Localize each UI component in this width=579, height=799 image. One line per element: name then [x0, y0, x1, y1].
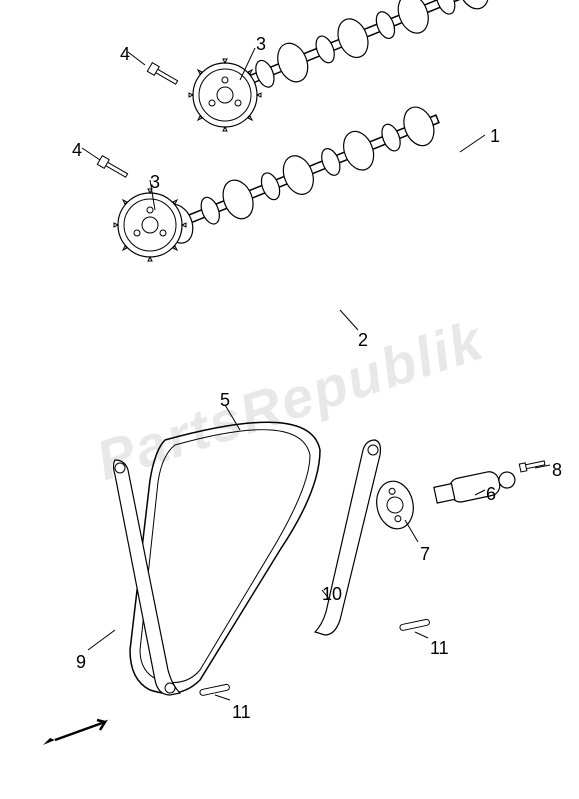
bolt-8	[519, 459, 545, 472]
diagram-svg	[0, 0, 579, 799]
callout-label-4: 4	[120, 44, 130, 65]
pin-11b	[399, 619, 430, 631]
diagram-container: PartsRepublik	[0, 0, 579, 799]
guide-9	[114, 460, 181, 695]
callout-label-1: 1	[490, 126, 500, 147]
bolt-4a	[147, 63, 179, 87]
guide-10	[315, 440, 380, 635]
callout-label-5: 5	[220, 390, 230, 411]
direction-arrow	[43, 720, 105, 745]
callout-label-6: 6	[486, 484, 496, 505]
callout-label-3: 3	[150, 172, 160, 193]
callout-label-3: 3	[256, 34, 266, 55]
tensioner-6	[433, 467, 517, 507]
callout-label-2: 2	[358, 330, 368, 351]
callout-label-8: 8	[552, 460, 562, 481]
sprocket-3b	[114, 189, 186, 261]
callout-label-11: 11	[232, 702, 251, 723]
callout-label-4: 4	[72, 140, 82, 161]
camshaft-2	[143, 100, 445, 253]
gasket-7	[372, 478, 417, 532]
sprocket-3a	[189, 59, 261, 131]
bolt-4b	[97, 156, 129, 180]
callout-label-7: 7	[420, 544, 430, 565]
callout-label-11: 11	[430, 638, 449, 659]
pin-11a	[199, 684, 230, 696]
callout-label-9: 9	[76, 652, 86, 673]
callout-label-10: 10	[322, 584, 342, 605]
